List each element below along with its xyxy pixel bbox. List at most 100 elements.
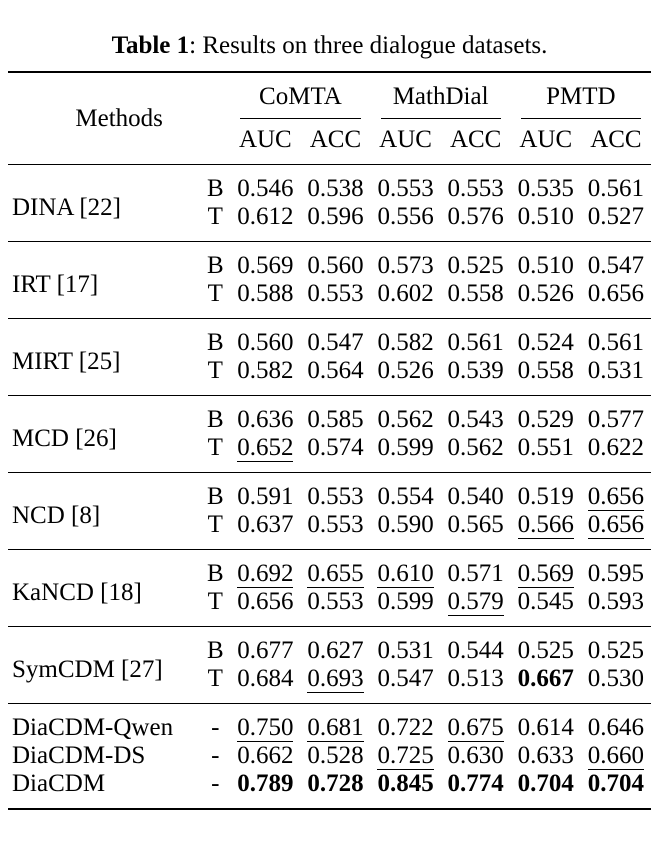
metric-value-underlined: 0.692 [237,560,294,588]
metric-value-text: 0.627 [307,637,364,664]
metric-value-underlined: 0.693 [307,665,364,693]
table-row: T 0.582 0.564 0.526 0.539 0.558 0.531 [8,357,651,396]
metric-value: 0.692 [230,550,300,588]
metric-value-text: 0.562 [447,434,504,461]
metric-value: 0.558 [441,280,511,319]
metric-value-text: 0.526 [377,357,434,384]
metric-value: 0.630 [441,742,511,770]
metric-value: 0.612 [230,203,300,242]
metric-value-text: 0.582 [237,357,294,384]
table-body: DINA [22] B 0.546 0.538 0.553 0.553 0.535 0.561… [8,164,651,810]
metric-value: 0.656 [230,588,300,627]
metric-value-underlined: 0.656 [587,483,645,511]
metric-value: 0.571 [441,550,511,589]
metric-value-text: 0.630 [447,742,504,769]
metric-value: 0.540 [441,473,511,512]
metric-value: 0.553 [300,280,370,319]
metric-value: 0.722 [371,704,441,743]
metric-value: 0.637 [230,511,300,550]
subheader-auc: AUC [379,126,432,153]
group-header-comta-label: CoMTA [240,83,361,119]
metric-value: 0.539 [441,357,511,396]
variant-tag: T [207,588,223,615]
group-header-pmtd-label: PMTD [520,83,641,119]
metric-value-text: 0.561 [587,329,645,356]
table-row: SymCDM [27] B 0.677 0.627 0.531 0.544 0.525 0.5… [8,626,651,683]
variant-tag: B [206,329,224,356]
metric-value: 0.652 [230,434,300,473]
table-row: MCD [26] B 0.636 0.585 0.562 0.543 0.529 0.577 [8,395,651,452]
metric-value: 0.684 [230,665,300,704]
metric-value-text: 0.656 [587,280,645,307]
metric-value: 0.553 [300,511,370,550]
metric-value: 0.599 [371,588,441,627]
metric-value: 0.627 [300,627,370,666]
subheader-auc: AUC [238,126,292,153]
metric-value: 0.610 [371,550,441,588]
metric-value-text: 0.553 [307,280,364,307]
metric-value-text: 0.543 [447,406,504,433]
metric-value: 0.646 [581,704,651,743]
metric-value-text: 0.525 [587,637,645,664]
table-row: T 0.684 0.693 0.547 0.513 0.667 0.530 [8,665,651,704]
table-row: T 0.588 0.553 0.602 0.558 0.526 0.656 [8,280,651,319]
metric-value-text: 0.558 [517,357,574,384]
metric-value-underlined: 0.610 [377,560,434,588]
metric-value-text: 0.677 [237,637,294,664]
metric-value-underlined: 0.656 [587,511,645,539]
metric-value-text: 0.656 [237,588,294,615]
metric-value-text: 0.588 [237,280,294,307]
metric-value: 0.574 [300,434,370,473]
group-header-mathdial: MathDial [371,72,511,119]
metric-value: 0.725 [371,742,441,770]
metric-value: 0.656 [581,473,651,511]
subheader-acc: ACC [449,126,502,153]
metric-value: 0.560 [230,319,300,358]
metric-value-text: 0.553 [307,588,364,615]
subheader-auc: AUC [519,126,573,153]
table-caption-label: Table 1 [111,32,190,59]
metric-value: 0.547 [371,665,441,704]
metric-value-underlined: 0.566 [517,511,574,539]
metric-value-text: 0.565 [447,511,504,538]
metric-value: 0.553 [300,473,370,512]
metric-value-text: 0.571 [447,560,504,587]
metric-value: 0.595 [581,550,651,589]
metric-value: 0.543 [441,396,511,435]
metric-value-text: 0.553 [307,483,364,510]
metric-value-underlined: 0.681 [307,714,364,742]
metric-value: 0.554 [371,473,441,512]
metric-value: 0.526 [511,280,581,319]
metric-value-text: 0.560 [307,252,364,279]
metric-value-bold: 0.704 [587,770,645,797]
metric-value: 0.569 [511,550,581,588]
metric-value: 0.556 [371,203,441,242]
metric-value: 0.655 [300,550,370,588]
metric-value: 0.750 [230,704,300,742]
variant-tag: - [211,714,220,741]
metric-value-underlined: 0.660 [587,742,645,770]
metric-value: 0.525 [441,242,511,281]
metric-value: 0.633 [511,742,581,770]
metric-value: 0.845 [371,770,441,809]
metric-value: 0.553 [371,165,441,204]
metric-value-text: 0.562 [377,406,434,433]
metric-value-text: 0.612 [237,203,294,230]
metric-value-underlined: 0.569 [517,560,574,588]
metric-value: 0.614 [511,704,581,743]
metric-value-text: 0.561 [587,175,645,202]
metric-value-text: 0.585 [307,406,364,433]
metric-value-bold: 0.789 [237,770,294,797]
variant-tag: T [207,203,223,230]
metric-value-text: 0.558 [447,280,504,307]
metric-value-bold: 0.667 [517,665,574,692]
metric-value-text: 0.560 [237,329,294,356]
metric-value-text: 0.662 [237,742,294,769]
method-name: KaNCD [18] [12,579,142,606]
table-row: DiaCDM-Qwen -0.750 0.681 0.722 0.675 0.614 0.6… [8,703,651,743]
metric-value-text: 0.519 [517,483,574,510]
metric-value-text: 0.510 [517,203,574,230]
methods-column-header: Methods [75,104,163,132]
metric-value-text: 0.646 [587,714,645,741]
metric-value-text: 0.582 [377,329,434,356]
